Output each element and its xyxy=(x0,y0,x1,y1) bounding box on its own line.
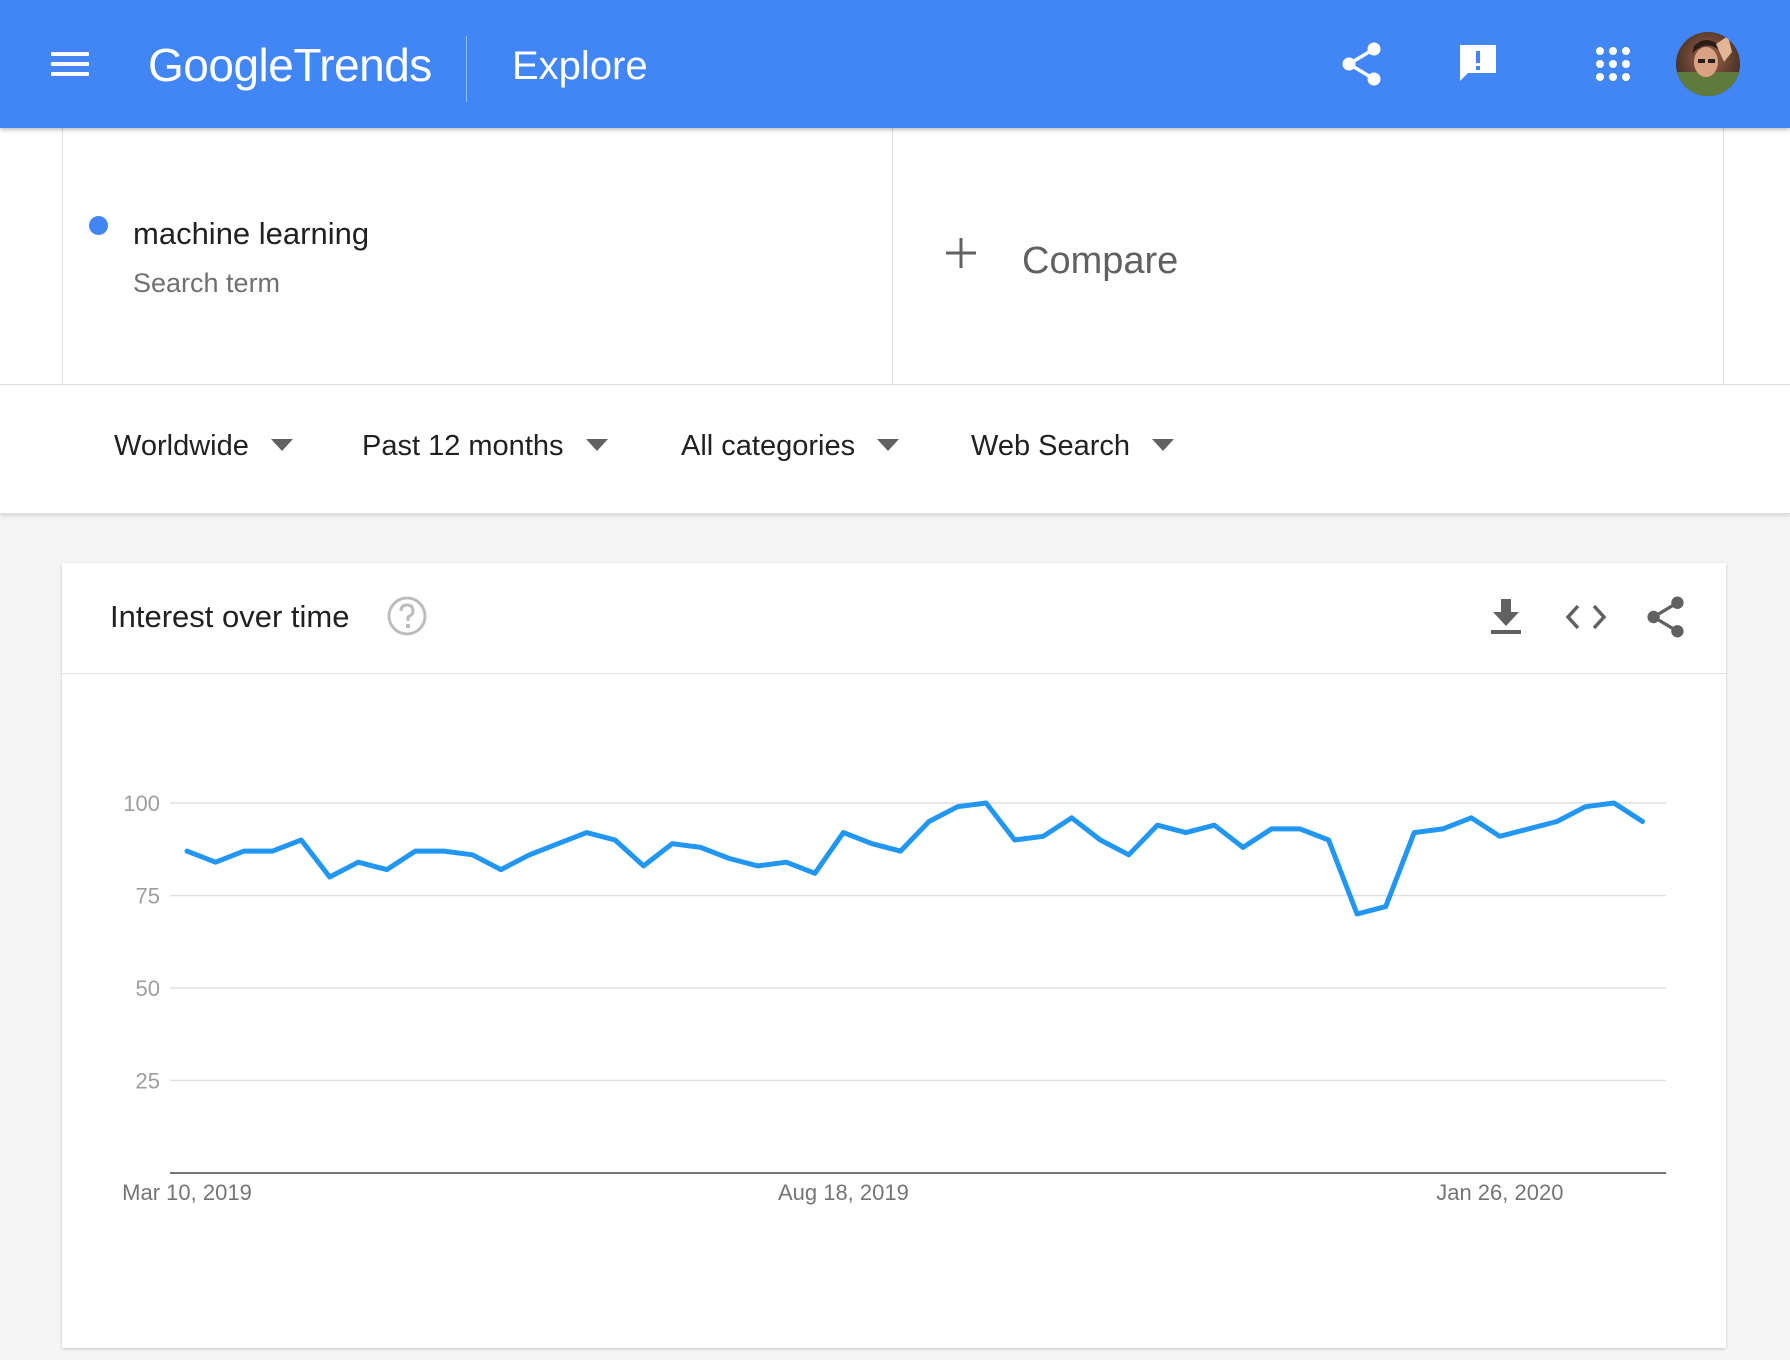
search-panel: machine learning Search term Compare Wor… xyxy=(0,128,1790,514)
menu-icon[interactable] xyxy=(44,44,96,84)
filter-time-range-label: Past 12 months xyxy=(362,430,564,462)
y-tick-label: 25 xyxy=(136,1069,160,1094)
panel-divider xyxy=(0,384,1790,385)
y-tick-label: 100 xyxy=(123,791,160,816)
chevron-down-icon xyxy=(1152,439,1175,452)
filter-location-label: Worldwide xyxy=(114,430,249,462)
account-avatar[interactable] xyxy=(1676,32,1740,96)
x-tick-label: Jan 26, 2020 xyxy=(1436,1180,1563,1205)
logo-google-text: Google xyxy=(148,39,294,91)
card-divider xyxy=(62,673,1726,674)
google-trends-logo[interactable]: GoogleTrends xyxy=(148,38,432,92)
app-header: GoogleTrends Explore xyxy=(0,0,1790,128)
header-divider xyxy=(466,36,467,102)
x-tick-label: Aug 18, 2019 xyxy=(778,1180,909,1205)
y-tick-label: 50 xyxy=(136,976,160,1001)
search-term-card[interactable]: machine learning Search term xyxy=(62,128,893,384)
filter-location[interactable]: Worldwide xyxy=(114,430,293,463)
apps-grid-icon[interactable] xyxy=(1583,34,1643,94)
filter-search-type-label: Web Search xyxy=(971,430,1131,462)
series-line-0[interactable] xyxy=(184,800,1645,917)
chevron-down-icon xyxy=(585,439,608,452)
term-color-dot xyxy=(89,216,108,235)
compare-label: Compare xyxy=(1022,240,1179,282)
plus-icon xyxy=(946,238,976,268)
filter-search-type[interactable]: Web Search xyxy=(971,430,1175,463)
filter-time-range[interactable]: Past 12 months xyxy=(362,430,608,463)
help-icon[interactable] xyxy=(386,595,428,637)
x-tick-label: Mar 10, 2019 xyxy=(122,1180,252,1205)
compare-button[interactable]: Compare xyxy=(892,128,1724,384)
filter-category-label: All categories xyxy=(681,430,856,462)
page-title: Explore xyxy=(512,44,648,88)
search-term-name[interactable]: machine learning xyxy=(133,216,370,251)
download-icon[interactable] xyxy=(1482,593,1530,641)
interest-over-time-card: Interest over time 25 50 75 100 Mar 10, 201… xyxy=(62,563,1726,1348)
card-title: Interest over time xyxy=(110,599,350,634)
chevron-down-icon xyxy=(270,439,293,452)
feedback-icon[interactable] xyxy=(1448,34,1508,94)
chevron-down-icon xyxy=(877,439,900,452)
share-icon[interactable] xyxy=(1642,593,1690,641)
interest-line-chart: 25 50 75 100 Mar 10, 2019 Aug 18, 2019 Jan 26… xyxy=(122,791,1666,1205)
embed-code-icon[interactable] xyxy=(1562,593,1610,641)
share-icon[interactable] xyxy=(1332,34,1392,94)
logo-trends-text: Trends xyxy=(293,39,432,91)
y-tick-label: 75 xyxy=(136,884,160,909)
filter-category[interactable]: All categories xyxy=(681,430,900,463)
search-term-type: Search term xyxy=(133,268,281,298)
